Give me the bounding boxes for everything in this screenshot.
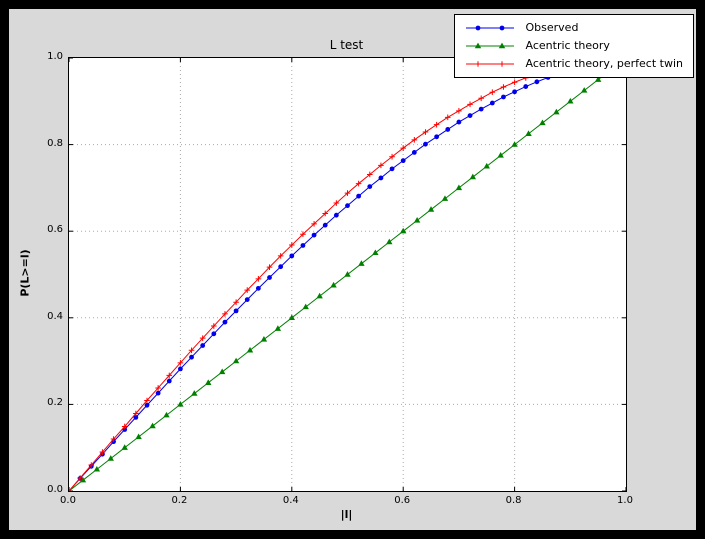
legend-entry-acentric-theory: Acentric theory xyxy=(463,39,683,53)
legend-label: Observed xyxy=(525,21,579,34)
legend-line-sample xyxy=(465,42,514,49)
y-tick-label: 0.6 xyxy=(47,224,63,236)
y-tick-label: 1.0 xyxy=(47,51,63,62)
x-axis-label: |l| xyxy=(340,508,353,521)
x-tick-label: 1.0 xyxy=(617,495,633,506)
legend-label: Acentric theory, perfect twin xyxy=(525,57,683,70)
axes-area xyxy=(68,57,627,492)
legend-line-sample xyxy=(465,25,514,31)
legend-line-sample xyxy=(465,61,514,67)
chart-title: L test xyxy=(329,38,364,52)
x-tick-label: 0.4 xyxy=(282,495,299,506)
legend: Observed Acentric theory Acentric theory… xyxy=(453,14,694,78)
legend-entry-observed: Observed xyxy=(463,21,683,35)
y-tick-label: 0.8 xyxy=(47,137,63,149)
legend-entry-perfect-twin: Acentric theory, perfect twin xyxy=(463,57,683,71)
figure-canvas: L test |l| P(L>=l) Observed Acentric the… xyxy=(9,9,696,530)
x-tick-label: 0.0 xyxy=(60,495,76,506)
y-tick-label: 0.2 xyxy=(47,397,63,409)
y-tick-label: 0.4 xyxy=(47,310,63,322)
y-tick-label: 0.0 xyxy=(47,484,63,495)
x-tick-label: 0.8 xyxy=(505,495,522,506)
x-tick-label: 0.2 xyxy=(171,495,188,506)
legend-label: Acentric theory xyxy=(525,39,610,52)
y-axis-label: P(L>=l) xyxy=(18,249,32,297)
x-tick-label: 0.6 xyxy=(394,495,411,506)
